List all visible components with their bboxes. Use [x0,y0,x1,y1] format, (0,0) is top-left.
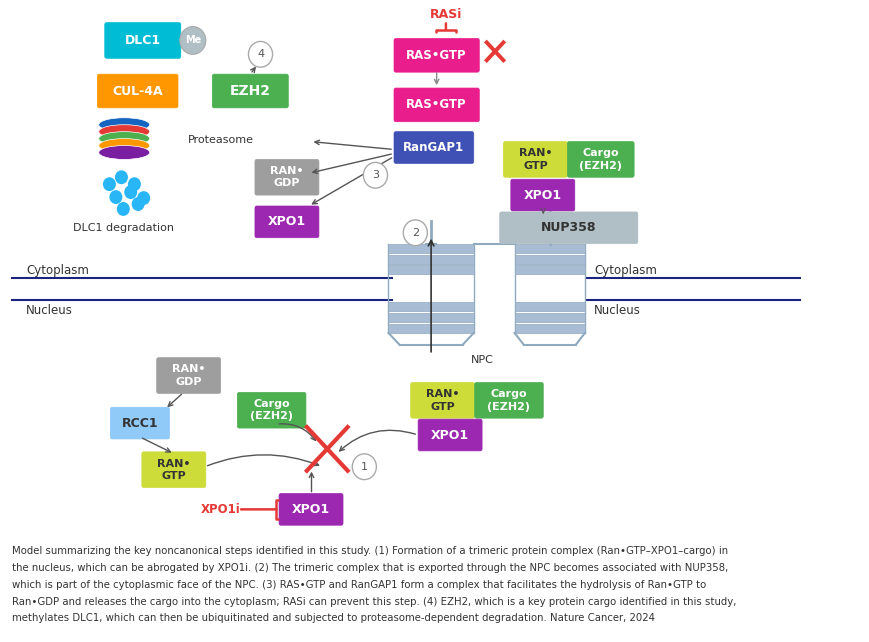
FancyBboxPatch shape [156,358,221,394]
FancyBboxPatch shape [410,383,474,418]
FancyBboxPatch shape [104,22,181,58]
FancyBboxPatch shape [510,179,574,211]
Text: Cytoplasm: Cytoplasm [26,264,89,277]
Text: EZH2: EZH2 [229,84,270,98]
FancyBboxPatch shape [279,494,342,525]
Circle shape [249,42,272,67]
Circle shape [363,162,387,188]
Text: Nucleus: Nucleus [594,304,640,317]
Circle shape [103,177,116,191]
FancyBboxPatch shape [110,407,169,439]
FancyBboxPatch shape [388,266,474,274]
Text: Cargo
(EZH2): Cargo (EZH2) [487,389,530,412]
Text: RASi: RASi [429,8,461,21]
Ellipse shape [98,139,149,152]
Circle shape [180,26,206,55]
Ellipse shape [98,146,149,159]
Circle shape [116,202,129,216]
FancyBboxPatch shape [388,302,474,311]
FancyBboxPatch shape [237,392,306,428]
Text: Cargo
(EZH2): Cargo (EZH2) [579,148,621,171]
Circle shape [137,191,150,205]
Text: Nucleus: Nucleus [26,304,73,317]
Circle shape [403,220,427,246]
Text: 1: 1 [361,462,368,472]
Text: XPO1: XPO1 [292,503,329,516]
Text: DLC1: DLC1 [124,34,161,47]
Text: the nucleus, which can be abrogated by XPO1i. (2) The trimeric complex that is e: the nucleus, which can be abrogated by X… [12,563,727,573]
Text: RanGAP1: RanGAP1 [403,141,464,154]
FancyBboxPatch shape [394,132,474,163]
FancyBboxPatch shape [514,266,584,274]
Text: Ran•GDP and releases the cargo into the cytoplasm; RASi can prevent this step. (: Ran•GDP and releases the cargo into the … [12,596,735,607]
FancyBboxPatch shape [142,452,206,487]
FancyBboxPatch shape [394,39,479,72]
Text: which is part of the cytoplasmic face of the NPC. (3) RAS•GTP and RanGAP1 form a: which is part of the cytoplasmic face of… [12,580,706,590]
Text: RAS•GTP: RAS•GTP [406,49,467,62]
FancyBboxPatch shape [514,244,584,252]
Text: DLC1 degradation: DLC1 degradation [73,223,174,233]
Text: RAN•
GDP: RAN• GDP [270,166,303,189]
FancyBboxPatch shape [255,206,319,238]
Ellipse shape [98,132,149,146]
Text: 2: 2 [411,228,418,238]
Circle shape [109,190,123,204]
Text: XPO1i: XPO1i [201,503,240,516]
Text: Cargo
(EZH2): Cargo (EZH2) [250,399,293,421]
FancyBboxPatch shape [418,419,481,451]
FancyBboxPatch shape [212,74,288,108]
Text: XPO1: XPO1 [523,189,561,202]
FancyBboxPatch shape [499,212,637,244]
FancyBboxPatch shape [514,324,584,333]
FancyBboxPatch shape [388,244,474,252]
Circle shape [352,454,376,480]
Ellipse shape [98,117,149,132]
Text: 4: 4 [256,49,264,59]
Text: 3: 3 [372,170,379,180]
Text: Proteasome: Proteasome [188,135,254,144]
Circle shape [128,177,141,191]
FancyBboxPatch shape [503,142,567,177]
Text: RAN•
GTP: RAN• GTP [518,148,552,171]
FancyBboxPatch shape [514,255,584,263]
Text: RAN•
GTP: RAN• GTP [426,389,459,412]
Text: XPO1: XPO1 [268,215,306,229]
Circle shape [124,185,137,199]
FancyBboxPatch shape [388,324,474,333]
Text: RAN•
GTP: RAN• GTP [157,458,190,481]
Circle shape [115,170,128,184]
FancyBboxPatch shape [514,302,584,311]
Text: NPC: NPC [470,355,494,365]
Text: CUL-4A: CUL-4A [112,85,163,98]
Text: RAN•
GDP: RAN• GDP [172,364,205,386]
FancyBboxPatch shape [388,313,474,322]
Text: RAS•GTP: RAS•GTP [406,98,467,111]
Text: methylates DLC1, which can then be ubiquitinated and subjected to proteasome-dep: methylates DLC1, which can then be ubiqu… [12,614,654,623]
Text: NUP358: NUP358 [541,221,596,234]
Text: RCC1: RCC1 [122,417,158,429]
FancyBboxPatch shape [388,255,474,263]
Text: Me: Me [184,35,201,46]
FancyBboxPatch shape [97,74,178,108]
FancyBboxPatch shape [514,313,584,322]
Text: Cytoplasm: Cytoplasm [594,264,656,277]
FancyBboxPatch shape [394,88,479,122]
FancyBboxPatch shape [474,383,542,418]
FancyBboxPatch shape [567,142,634,177]
FancyBboxPatch shape [255,159,319,195]
Circle shape [131,197,144,211]
Text: Model summarizing the key noncanonical steps identified in this study. (1) Forma: Model summarizing the key noncanonical s… [12,546,727,556]
Text: XPO1: XPO1 [430,428,468,442]
Ellipse shape [98,125,149,139]
